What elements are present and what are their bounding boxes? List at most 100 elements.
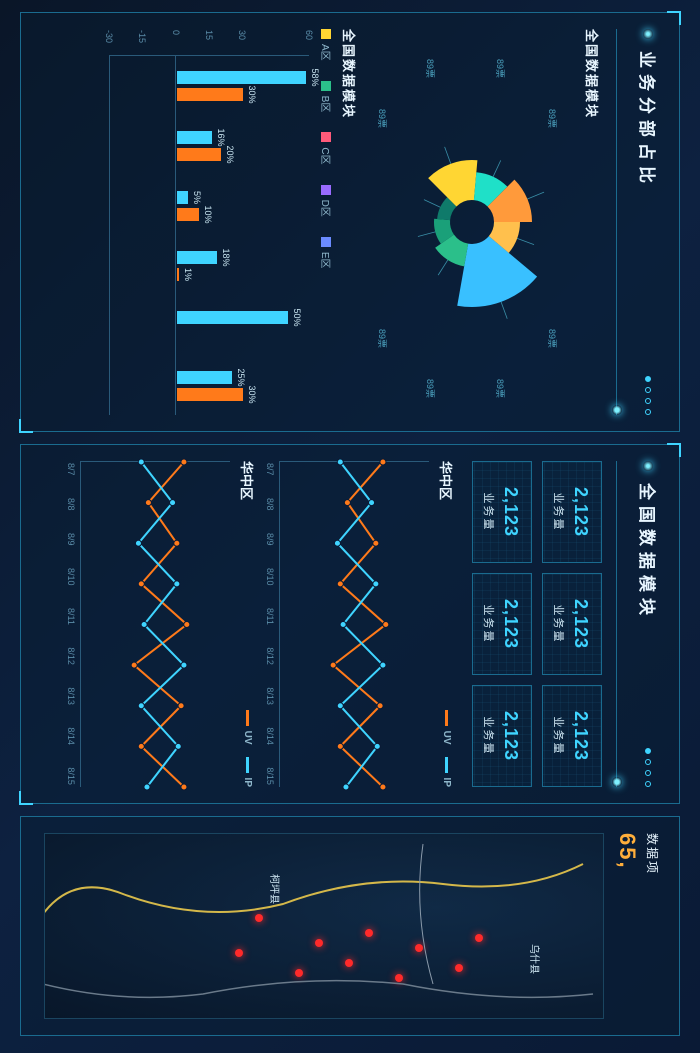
x-tick: 8/10 [66,568,76,586]
legend-item: UV [242,710,253,745]
kpi-label: 业务量 [551,470,567,554]
y-axis-tick: 0 [171,30,181,35]
legend-item: UV [441,710,452,745]
y-axis-tick: -15 [137,30,147,43]
kpi-value: 2,123 [570,694,591,778]
pager-dot[interactable] [646,748,652,754]
bar-label: 25% [236,368,246,386]
pager-dot[interactable] [646,376,652,382]
pager-dot[interactable] [646,770,652,776]
header-dot-icon [644,29,654,39]
legend-item: C区 [319,132,334,164]
kpi-card[interactable]: 2,123业务量 [542,685,602,787]
y-axis-tick: 30 [237,30,247,40]
legend-label: IP [441,778,452,787]
bar-series-b: 1% [177,268,179,281]
legend-swatch-icon [322,185,332,195]
bar-series-a: 25% [177,371,233,384]
x-tick: 8/11 [66,608,76,625]
kpi-card[interactable]: 2,123业务量 [472,573,532,675]
bar-series-a: 16% [177,131,213,144]
kpi-value: 2,123 [500,470,521,554]
legend-label: C区 [319,147,334,164]
x-tick: 8/14 [265,727,275,745]
y-axis-tick: 60 [304,30,314,40]
kpi-label: 业务量 [481,694,497,778]
legend-label: D区 [319,200,334,217]
kpi-card[interactable]: 2,123业务量 [472,685,532,787]
legend: A区B区C区D区E区 [319,29,334,415]
bar-chart: 6030150-15-3058%30%16%20%5%10%18%1%50%25… [109,55,309,415]
x-axis-labels: 8/78/88/98/108/118/128/138/148/15 [66,461,76,787]
bar-label: 30% [247,385,257,403]
bar-group: 18% 1% [177,248,310,284]
pager[interactable] [646,376,652,415]
bar-label: 10% [203,205,213,223]
line-chart-title: 华中区UVIP [437,461,456,787]
legend-swatch-icon [246,710,249,726]
legend-swatch-icon [322,29,332,39]
kpi-value: 2,123 [500,694,521,778]
legend-item: A区 [319,29,334,61]
kpi-value: 2,123 [570,582,591,666]
bar-label: 58% [310,68,320,86]
kpi-card[interactable]: 2,123业务量 [542,573,602,675]
bar-series-a: 50% [177,311,288,324]
legend-swatch-icon [322,132,332,142]
pager-dot[interactable] [646,398,652,404]
bar-label: 16% [216,128,226,146]
bar-label: 50% [292,308,302,326]
bar-label: 18% [221,248,231,266]
line-chart [80,461,230,787]
kpi-value: 2,123 [570,470,591,554]
y-axis-tick: -30 [104,30,114,43]
legend-swatch-icon [445,710,448,726]
pager-dot[interactable] [646,781,652,787]
bar-series-b: 30% [177,388,244,401]
kpi-label: 业务量 [551,582,567,666]
kpi-label: 业务量 [481,470,497,554]
x-tick: 8/9 [66,533,76,546]
bar-label: 5% [192,191,202,204]
legend-swatch-icon [322,81,332,91]
legend-item: IP [441,757,452,787]
bar-series-a: 18% [177,251,217,264]
line-chart-section: 华中区UVIP 8/78/88/98/108/118/128/138/148/1… [265,461,456,787]
rose-chart: 89票89票89票89票89票89票89票89票 [367,29,577,415]
x-tick: 8/11 [265,608,275,625]
section-header: 全国数据模块 [636,461,661,787]
pager-dot[interactable] [646,387,652,393]
bar-group: 58%30% [177,68,310,104]
legend-item: IP [242,757,253,787]
data-item-value: 65, [614,833,640,1019]
map[interactable]: 乌什县 柯坪县 [44,833,604,1019]
rose-slice-label: 89票 [546,329,559,348]
line-chart-title: 华中区UVIP [238,461,257,787]
bar-series-a: 58% [177,71,306,84]
legend-label: B区 [319,96,334,113]
x-tick: 8/10 [265,568,275,586]
x-tick: 8/8 [265,498,275,511]
legend-label: IP [242,778,253,787]
bar-group: 50% [177,308,310,344]
x-tick: 8/9 [265,533,275,546]
bar-label: 30% [247,85,257,103]
national-data-panel: 全国数据模块 2,123业务量2,123业务量2,123业务量2,123业务量2… [20,444,680,804]
pager-dot[interactable] [646,409,652,415]
section-header: 业务分部占比 [636,29,661,415]
business-share-panel: 业务分部占比 全国数据模块 89票89票89票89票89票89票89票89票 全… [20,12,680,432]
rose-slice-label: 89票 [546,109,559,128]
rose-slice-label: 89票 [376,109,389,128]
pager[interactable] [646,748,652,787]
x-tick: 8/7 [265,463,275,476]
rose-chart-title: 全国数据模块 [583,29,602,415]
pager-dot[interactable] [646,759,652,765]
kpi-card[interactable]: 2,123业务量 [472,461,532,563]
kpi-card[interactable]: 2,123业务量 [542,461,602,563]
bar-label: 20% [225,145,235,163]
x-tick: 8/13 [265,687,275,705]
rose-slice-label: 89票 [424,59,437,78]
legend-label: UV [441,731,452,745]
bar-group: 16%20% [177,128,310,164]
legend-swatch-icon [322,237,332,247]
